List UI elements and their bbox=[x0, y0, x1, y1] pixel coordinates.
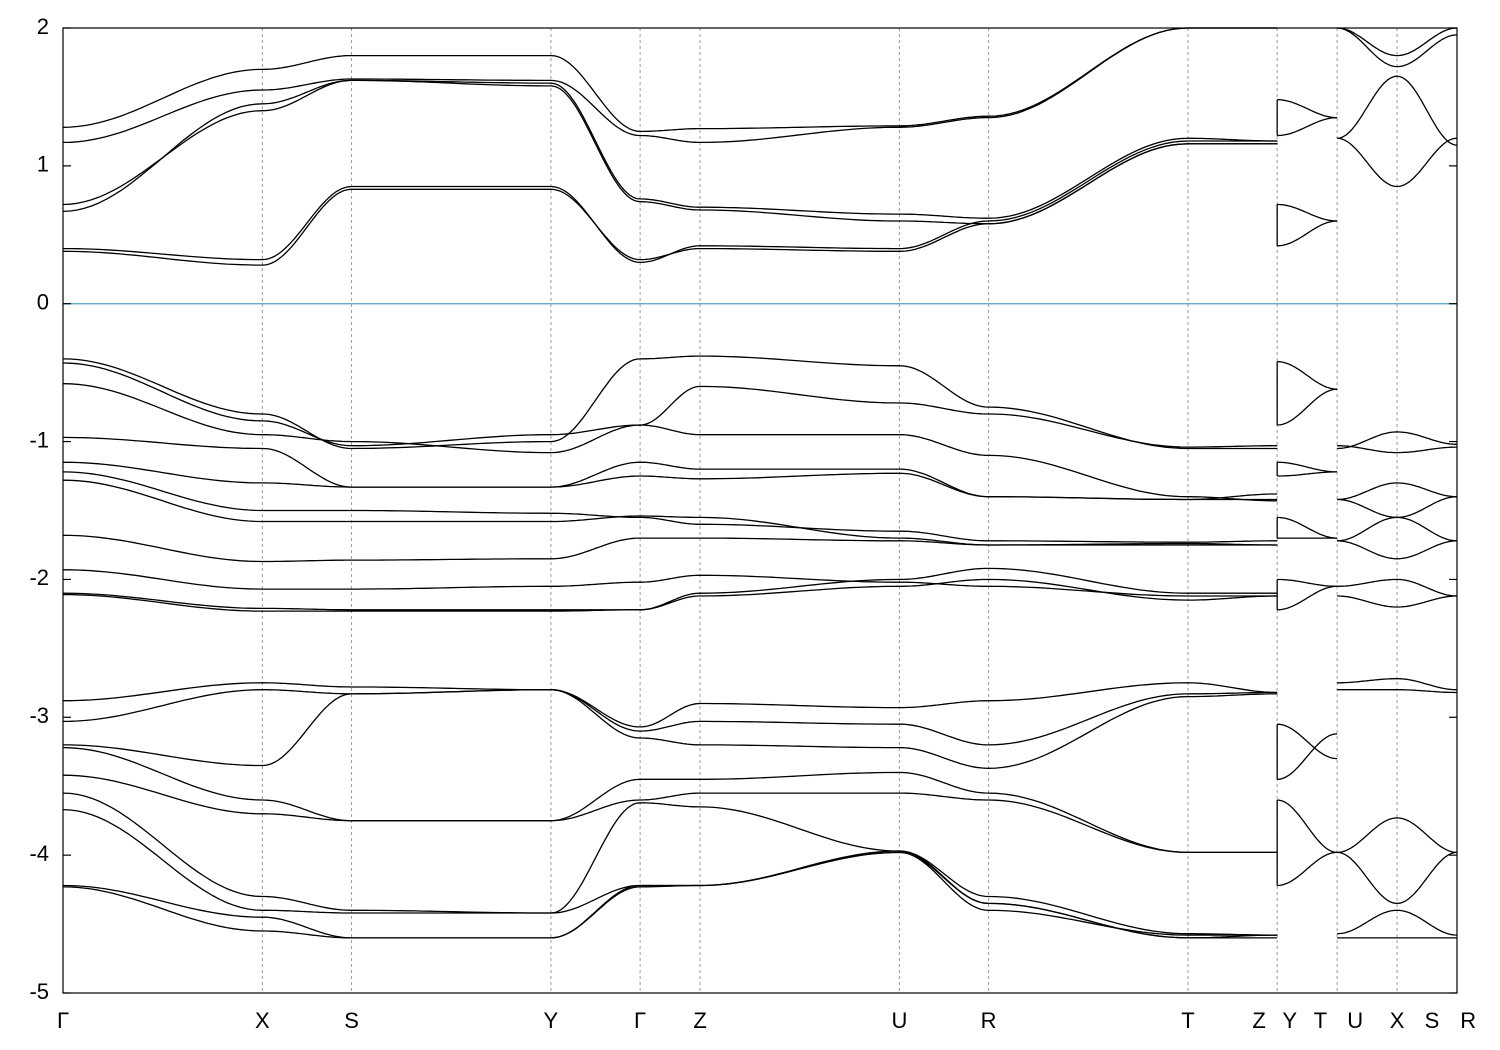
band-line bbox=[1277, 471, 1338, 477]
band-line bbox=[1277, 516, 1338, 539]
x-tick-label: S bbox=[1425, 1008, 1440, 1033]
band-line bbox=[1277, 723, 1338, 760]
x-tick-label: U bbox=[1347, 1008, 1363, 1033]
band-line bbox=[62, 355, 1278, 450]
band-line bbox=[1337, 75, 1458, 146]
band-line bbox=[1337, 482, 1457, 501]
y-tick-label: -1 bbox=[29, 427, 49, 452]
x-tick-label: Y bbox=[1282, 1008, 1297, 1033]
band-line bbox=[62, 362, 1278, 448]
band-line bbox=[1277, 388, 1338, 426]
band-line bbox=[1337, 678, 1457, 691]
band-curves bbox=[62, 27, 1458, 939]
y-tick-label: -2 bbox=[29, 565, 49, 590]
y-tick-label: 2 bbox=[37, 14, 49, 39]
band-line bbox=[63, 689, 1278, 769]
x-tick-label: Y bbox=[544, 1008, 559, 1033]
band-line bbox=[62, 143, 1278, 266]
x-tick-label: T bbox=[1314, 1008, 1327, 1033]
band-line bbox=[63, 578, 1278, 612]
band-line bbox=[1337, 445, 1457, 454]
plot-frame bbox=[62, 27, 1458, 994]
band-line bbox=[1277, 360, 1338, 390]
band-line bbox=[62, 534, 1278, 563]
band-line bbox=[1277, 99, 1338, 119]
x-tick-label: X bbox=[1390, 1008, 1405, 1033]
band-line bbox=[62, 850, 1278, 939]
band-line bbox=[1337, 27, 1458, 68]
band-line bbox=[1337, 689, 1457, 694]
x-tick-label: Γ bbox=[634, 1008, 646, 1033]
band-line bbox=[1277, 851, 1338, 887]
band-line bbox=[1337, 27, 1458, 57]
band-line bbox=[62, 79, 1278, 219]
band-line bbox=[1337, 431, 1457, 450]
band-line bbox=[1277, 220, 1338, 247]
band-line bbox=[1277, 733, 1338, 780]
band-line bbox=[62, 27, 1278, 144]
band-line bbox=[1277, 203, 1338, 222]
band-line bbox=[1337, 595, 1457, 608]
band-line bbox=[1337, 817, 1458, 854]
band-line bbox=[1337, 137, 1458, 188]
band-line bbox=[62, 567, 1278, 611]
x-tick-label: S bbox=[344, 1008, 359, 1033]
x-tick-label: Z bbox=[1252, 1008, 1265, 1033]
x-tick-label: X bbox=[255, 1008, 270, 1033]
x-tick-label: Γ bbox=[57, 1008, 69, 1033]
band-line bbox=[1277, 585, 1338, 611]
band-line bbox=[1337, 540, 1458, 560]
band-line bbox=[1277, 799, 1338, 854]
x-tick-label: Z bbox=[693, 1008, 706, 1033]
y-axis: 2 1 0 -1 -2 -3 -4 -5 bbox=[29, 14, 1457, 1004]
band-line bbox=[1337, 851, 1458, 905]
band-line bbox=[62, 851, 1278, 939]
band-line bbox=[62, 471, 1278, 543]
x-tick-label: R bbox=[981, 1008, 997, 1033]
band-line bbox=[63, 140, 1278, 264]
y-tick-label: -5 bbox=[29, 979, 49, 1004]
band-line bbox=[62, 792, 1278, 936]
high-symmetry-lines bbox=[261, 28, 1398, 993]
band-line bbox=[62, 689, 1278, 746]
band-line bbox=[1277, 578, 1338, 587]
x-tick-label: U bbox=[891, 1008, 907, 1033]
band-line bbox=[1277, 116, 1338, 137]
band-line bbox=[1337, 516, 1457, 542]
y-tick-label: 1 bbox=[37, 152, 49, 177]
band-line bbox=[63, 569, 1278, 597]
band-line bbox=[62, 479, 1278, 546]
band-line bbox=[1277, 461, 1338, 473]
band-line bbox=[1337, 909, 1458, 936]
y-tick-label: -4 bbox=[29, 841, 49, 866]
band-line bbox=[63, 682, 1278, 728]
y-tick-label: -3 bbox=[29, 703, 49, 728]
band-line bbox=[62, 436, 1278, 501]
band-line bbox=[62, 383, 1278, 502]
band-line bbox=[62, 79, 1278, 225]
y-tick-label: 0 bbox=[37, 290, 49, 315]
band-line bbox=[62, 27, 1278, 133]
band-line bbox=[1337, 578, 1458, 597]
band-line bbox=[63, 461, 1278, 501]
x-tick-label: R bbox=[1460, 1008, 1476, 1033]
band-line bbox=[62, 746, 1278, 854]
x-tick-label: T bbox=[1181, 1008, 1194, 1033]
band-line bbox=[62, 774, 1278, 854]
